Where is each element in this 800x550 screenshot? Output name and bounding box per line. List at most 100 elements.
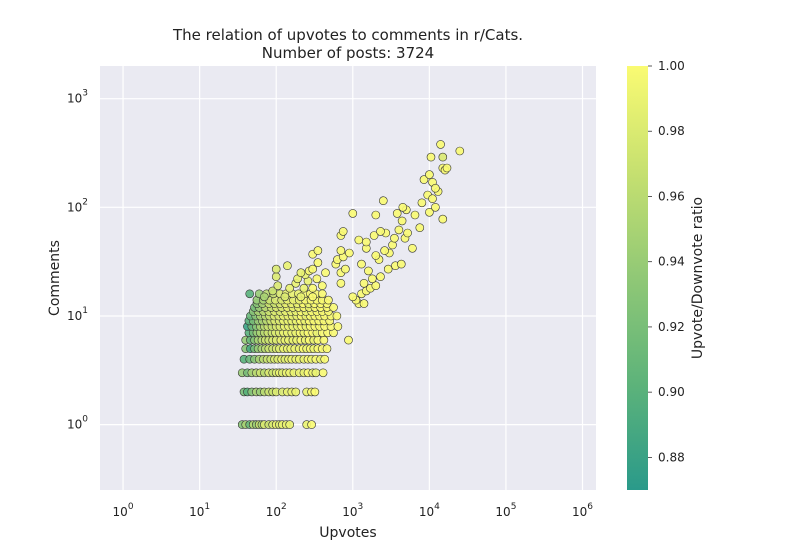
data-point <box>383 264 393 274</box>
data-point <box>271 272 281 282</box>
data-point <box>426 152 436 162</box>
data-point <box>431 183 440 193</box>
data-point <box>344 335 353 345</box>
colorbar-tick-label-6: 1.00 <box>658 59 685 73</box>
data-point <box>308 264 318 274</box>
y-tick-label-1: 101 <box>67 306 88 323</box>
data-point <box>438 214 448 224</box>
colorbar <box>627 66 648 490</box>
data-point <box>321 268 330 278</box>
data-point <box>341 264 350 274</box>
data-point <box>354 235 364 245</box>
data-point <box>324 295 333 305</box>
data-point <box>296 292 306 302</box>
data-point <box>378 196 388 205</box>
data-point <box>376 272 385 282</box>
data-point <box>310 387 320 397</box>
data-point <box>428 194 437 203</box>
plot-area <box>100 66 596 490</box>
y-tick-labels: 100 101 102 103 <box>67 89 88 432</box>
grid-lines <box>100 66 596 490</box>
x-tick-labels: 100 101 102 103 104 105 106 <box>113 502 594 519</box>
data-point <box>318 368 328 378</box>
data-point <box>348 292 358 302</box>
data-point <box>403 228 412 238</box>
data-point <box>396 259 406 269</box>
data-point <box>367 274 377 284</box>
data-point <box>308 292 318 302</box>
data-point <box>280 292 290 302</box>
data-point <box>392 209 402 218</box>
data-point <box>336 246 346 255</box>
data-point <box>371 281 381 291</box>
data-point <box>273 281 283 291</box>
data-point <box>380 246 389 255</box>
chart-title-line-2: Number of posts: 3724 <box>262 44 434 62</box>
x-tick-label-4: 104 <box>419 502 440 519</box>
data-point <box>336 278 346 288</box>
data-point <box>285 420 295 429</box>
data-point <box>307 420 316 429</box>
colorbar-label: Upvote/Downvote ratio <box>690 197 706 359</box>
data-point <box>361 237 371 247</box>
colorbar-tick-label-3: 0.94 <box>658 255 685 269</box>
data-point <box>442 163 452 173</box>
data-point <box>415 223 425 232</box>
data-point <box>308 283 318 293</box>
data-point <box>371 210 381 220</box>
colorbar-tick-label-2: 0.92 <box>658 320 685 334</box>
data-point <box>320 354 330 364</box>
data-point <box>376 227 385 236</box>
data-point <box>245 289 254 299</box>
data-point <box>313 258 323 267</box>
data-point <box>369 231 379 240</box>
colorbar-tick-label-4: 0.96 <box>658 189 685 203</box>
data-point <box>329 303 338 312</box>
data-point <box>359 299 369 308</box>
data-point <box>299 283 309 293</box>
data-point <box>394 225 404 235</box>
data-point <box>319 335 329 345</box>
data-points <box>237 140 465 429</box>
data-point <box>398 203 408 212</box>
chart-title-line-1: The relation of upvotes to comments in r… <box>172 26 523 44</box>
x-tick-label-0: 100 <box>113 502 134 519</box>
data-point <box>283 261 292 271</box>
data-point <box>417 198 427 208</box>
data-point <box>268 286 278 296</box>
data-point <box>344 248 354 258</box>
data-point <box>425 208 434 217</box>
data-point <box>322 344 332 354</box>
colorbar-tick-label-5: 0.98 <box>658 124 685 138</box>
data-point <box>425 170 434 179</box>
x-tick-label-2: 102 <box>266 502 287 519</box>
data-point <box>317 289 327 299</box>
data-point <box>296 268 306 278</box>
data-point <box>317 281 327 291</box>
data-point <box>291 387 301 397</box>
data-point <box>332 311 342 321</box>
data-point <box>371 251 381 260</box>
x-axis-label: Upvotes <box>319 525 376 541</box>
data-point <box>259 292 269 302</box>
data-point <box>357 259 366 269</box>
y-tick-label-3: 103 <box>67 89 88 106</box>
data-point <box>271 264 281 274</box>
x-tick-label-5: 105 <box>495 502 516 519</box>
data-point <box>436 140 445 149</box>
data-point <box>390 233 399 243</box>
data-point <box>397 216 407 226</box>
x-tick-label-1: 101 <box>189 502 210 519</box>
colorbar-tick-label-0: 0.88 <box>658 450 685 464</box>
data-point <box>338 227 348 236</box>
data-point <box>285 283 295 293</box>
data-point <box>312 274 322 284</box>
y-axis-label: Comments <box>47 240 63 316</box>
data-point <box>333 322 343 331</box>
data-point <box>348 209 358 218</box>
data-point <box>419 175 429 184</box>
data-point <box>408 244 417 253</box>
x-tick-label-3: 103 <box>342 502 363 519</box>
data-point <box>431 203 440 212</box>
